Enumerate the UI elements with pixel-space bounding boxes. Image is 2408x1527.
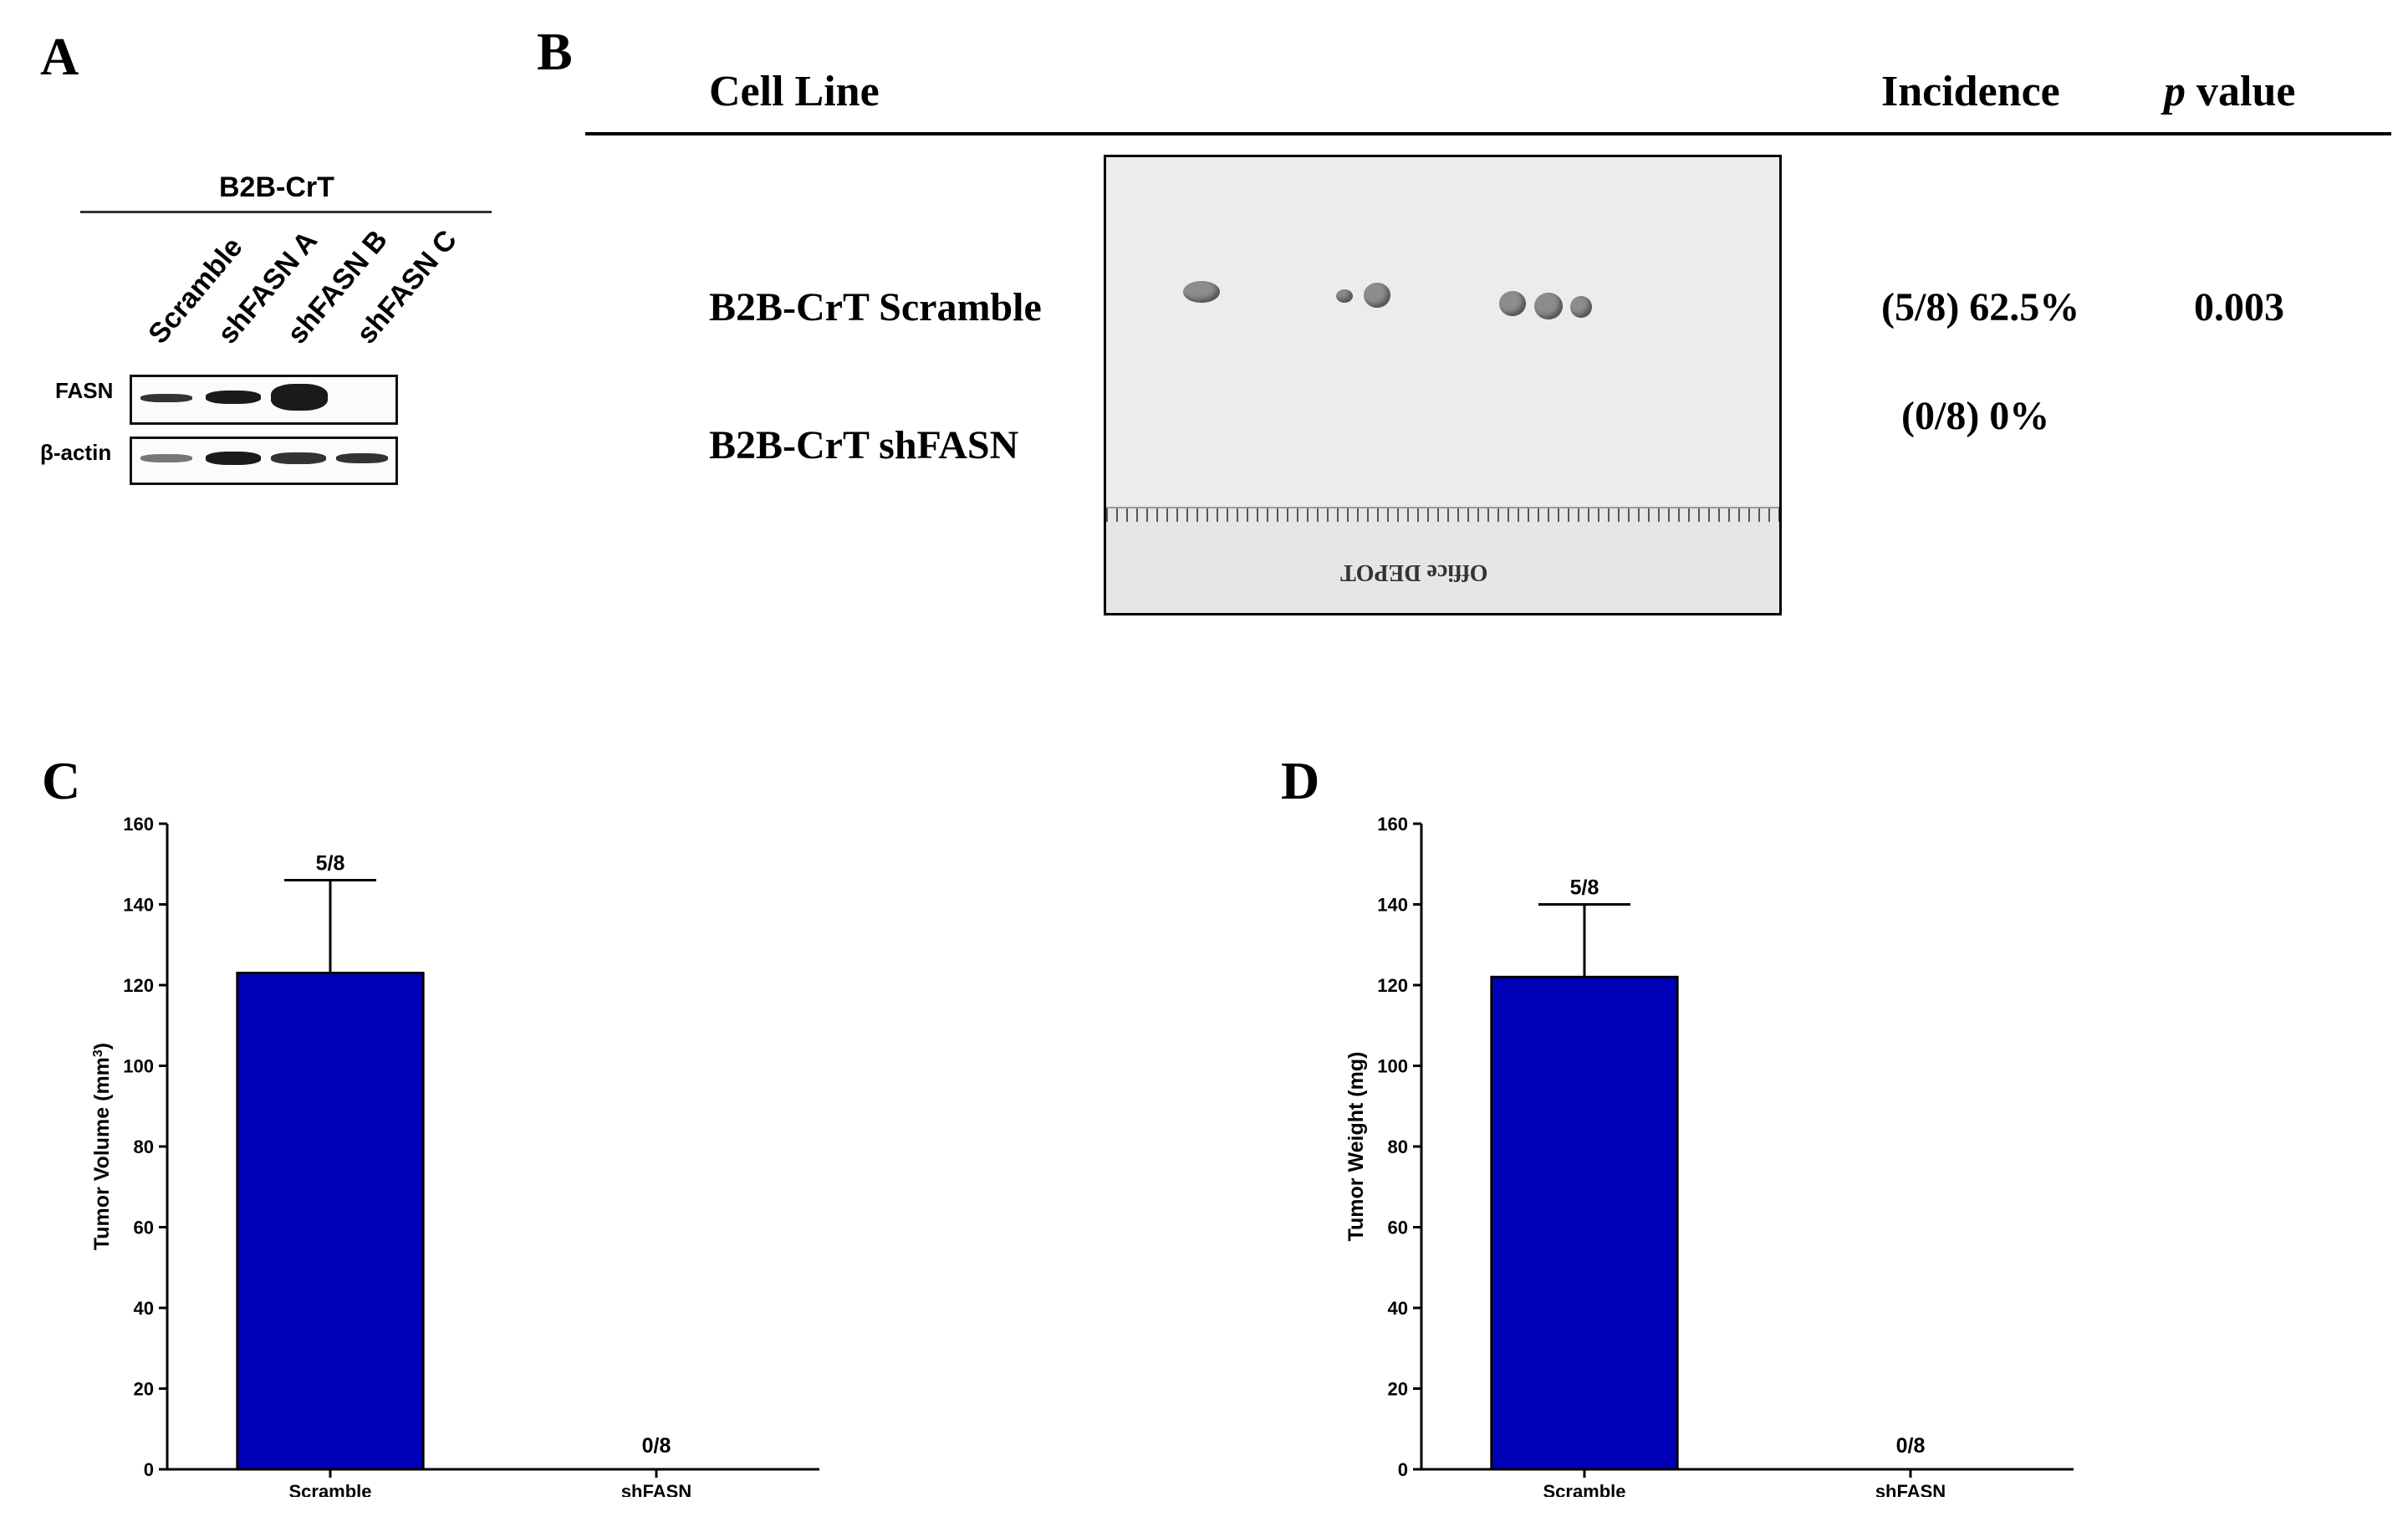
y-tick-label: 160 — [1377, 814, 1408, 835]
x-category-label: shFASN — [621, 1481, 691, 1497]
y-tick-label: 80 — [134, 1136, 154, 1157]
y-tick-label: 20 — [134, 1379, 154, 1400]
tumor-image — [1570, 296, 1592, 318]
y-tick-label: 80 — [1388, 1136, 1408, 1157]
p-value-word: value — [2186, 68, 2296, 115]
tumor-image — [1499, 291, 1526, 316]
y-tick-label: 60 — [1388, 1218, 1408, 1238]
header-cell-line: Cell Line — [709, 68, 880, 115]
row-incidence: (0/8) 0% — [1901, 394, 2050, 438]
row-incidence: (5/8) 62.5% — [1881, 285, 2080, 329]
ruler-image: Office DEPOT — [1106, 507, 1779, 613]
y-tick-label: 120 — [123, 975, 154, 996]
panel-b-incidence-table: B Cell Line Incidence p value B2B-CrT Sc… — [518, 0, 2408, 652]
y-tick-label: 100 — [1377, 1056, 1408, 1077]
bar — [236, 972, 425, 1471]
tumor-volume-chart: 0 20 40 60 80 100 120 140 160 Tumor Volume (mm3) 5… — [90, 814, 819, 1497]
panel-letter-a: A — [40, 27, 79, 86]
blot-band — [271, 384, 328, 411]
row-cell-line: B2B-CrT shFASN — [709, 423, 1019, 467]
y-tick-label: 0 — [1398, 1459, 1408, 1480]
header-incidence: Incidence — [1881, 68, 2060, 115]
y-tick-label: 20 — [1388, 1379, 1408, 1400]
tumor-image — [1183, 281, 1220, 303]
tumor-image — [1336, 289, 1353, 303]
panel-letter-b: B — [537, 22, 573, 81]
row-p-value: 0.003 — [2194, 285, 2284, 329]
header-p-value: p value — [2164, 67, 2295, 116]
blot-band — [206, 452, 261, 465]
blot-band — [271, 452, 326, 464]
panel-letter-c: C — [42, 751, 81, 810]
bar-annotation: 0/8 — [642, 1434, 671, 1458]
x-category-label: Scramble — [1543, 1481, 1625, 1497]
x-category-label: Scramble — [288, 1481, 371, 1497]
y-tick-label: 100 — [123, 1056, 154, 1077]
bar — [1490, 975, 1679, 1471]
blot-band — [140, 454, 192, 462]
tumor-image — [1364, 283, 1390, 308]
tumor-weight-chart: 0 20 40 60 80 100 120 140 160 Tumor Weight (mg) 5/… — [1344, 814, 2074, 1497]
bar-annotation: 5/8 — [316, 852, 345, 876]
panel-letter-d: D — [1281, 751, 1320, 810]
tumor-photo: Office DEPOT — [1104, 155, 1782, 615]
table-header-rule — [585, 132, 2391, 135]
p-italic: p — [2164, 68, 2186, 115]
blot-row-label: FASN — [55, 378, 114, 403]
y-tick-label: 140 — [123, 895, 154, 916]
y-tick-label: 160 — [123, 814, 154, 835]
row-cell-line: B2B-CrT Scramble — [709, 285, 1042, 329]
bar-annotation: 5/8 — [1570, 876, 1599, 900]
y-tick-label: 60 — [134, 1218, 154, 1238]
x-category-label: shFASN — [1875, 1481, 1946, 1497]
tumor-image — [1534, 293, 1563, 319]
bar-annotation: 0/8 — [1896, 1434, 1926, 1458]
blot-cell-line-label: B2B-CrT — [219, 171, 334, 203]
ruler-ticks — [1106, 508, 1779, 522]
y-tick-label: 40 — [1388, 1298, 1408, 1319]
y-tick-label: 0 — [144, 1459, 154, 1480]
y-tick-label: 40 — [134, 1298, 154, 1319]
blot-band — [336, 453, 388, 463]
y-tick-label: 140 — [1377, 895, 1408, 916]
panel-a-western-blot: A B2B-CrT Scramble shFASN A shFASN B shF… — [0, 0, 535, 535]
actin-blot — [130, 437, 398, 485]
blot-row-label: β-actin — [40, 440, 112, 465]
blot-band — [140, 394, 192, 402]
fasn-blot — [130, 375, 398, 425]
ruler-brand-text: Office DEPOT — [1340, 559, 1488, 585]
blot-band — [206, 391, 261, 404]
blot-header-rule — [80, 211, 492, 213]
y-axis-label: Tumor Volume (mm3) — [90, 1043, 114, 1250]
y-axis-label: Tumor Weight (mg) — [1344, 1052, 1368, 1242]
y-tick-label: 120 — [1377, 975, 1408, 996]
